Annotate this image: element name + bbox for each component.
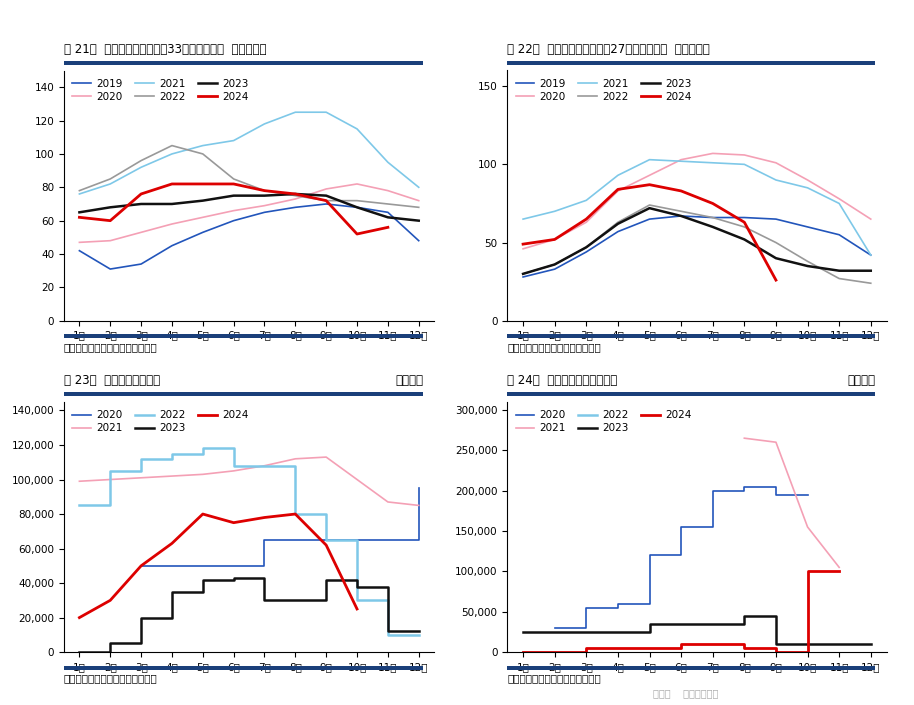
Text: 公众号    能源研发中心: 公众号 能源研发中心 — [653, 688, 718, 698]
Legend: 2020, 2021, 2022, 2023, 2024: 2020, 2021, 2022, 2023, 2024 — [69, 407, 251, 436]
Text: 图 24：  石油沥青厂库期货库存: 图 24： 石油沥青厂库期货库存 — [507, 374, 618, 387]
Legend: 2019, 2020, 2021, 2022, 2023, 2024: 2019, 2020, 2021, 2022, 2023, 2024 — [69, 75, 251, 105]
Legend: 2020, 2021, 2022, 2023, 2024: 2020, 2021, 2022, 2023, 2024 — [513, 407, 695, 436]
Text: 单位：吨: 单位：吨 — [395, 374, 423, 387]
Text: 数据来源：钢联、海通期货研究所: 数据来源：钢联、海通期货研究所 — [64, 342, 158, 352]
Legend: 2019, 2020, 2021, 2022, 2023, 2024: 2019, 2020, 2021, 2022, 2023, 2024 — [513, 75, 695, 105]
Text: 图 23：  石油沥青期货库存: 图 23： 石油沥青期货库存 — [64, 374, 160, 387]
Text: 数据来源：钢联、海通期货研究所: 数据来源：钢联、海通期货研究所 — [64, 673, 158, 683]
Text: 数据来源：钢联、海通期货研究所: 数据来源：钢联、海通期货研究所 — [507, 342, 601, 352]
Text: 图 21：  全国沥青社会库存（33家样本企业）  单位：万吨: 图 21： 全国沥青社会库存（33家样本企业） 单位：万吨 — [64, 43, 267, 56]
Text: 单位：吨: 单位：吨 — [847, 374, 876, 387]
Text: 图 22：  全国沥青厂内库存（27家样本企业）  单位：万吨: 图 22： 全国沥青厂内库存（27家样本企业） 单位：万吨 — [507, 43, 710, 56]
Text: 数据来源：钢联、海通期货研究所: 数据来源：钢联、海通期货研究所 — [507, 673, 601, 683]
